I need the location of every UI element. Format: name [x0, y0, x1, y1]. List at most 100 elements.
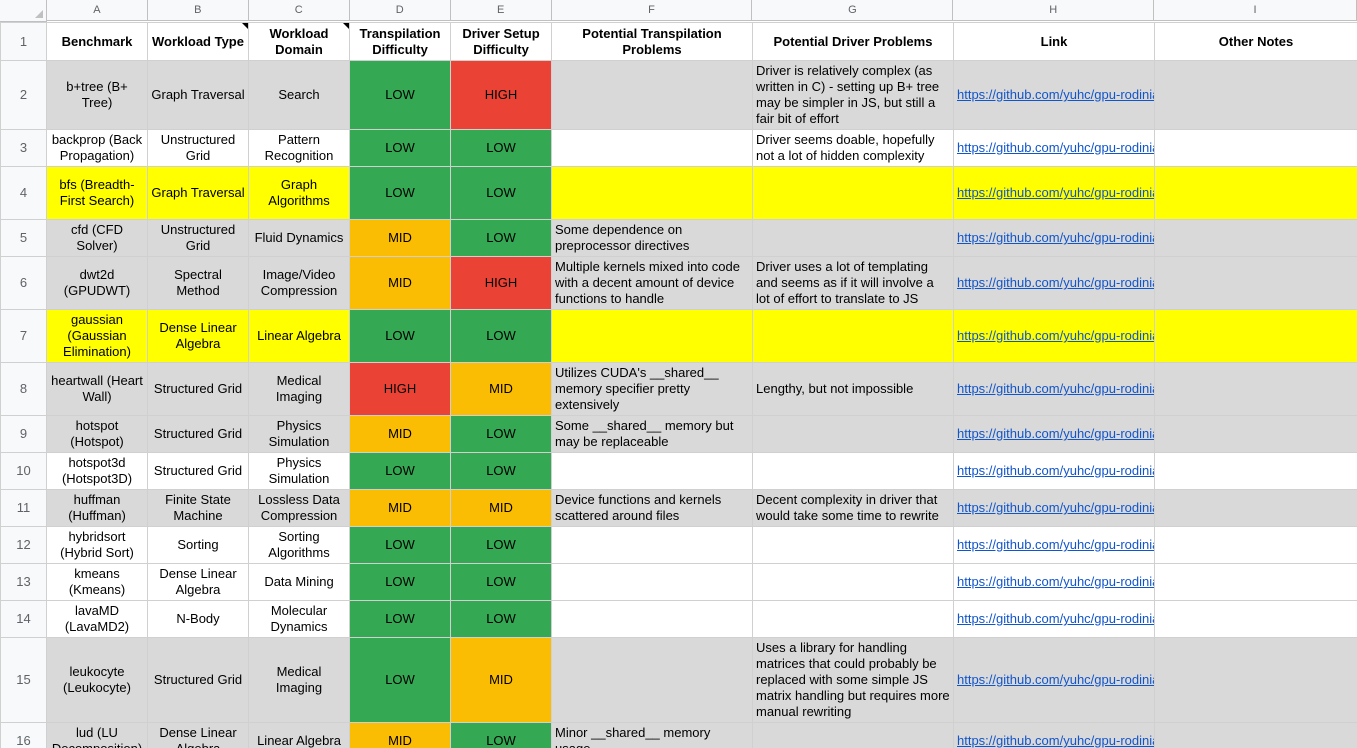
cell-driver-problems[interactable]	[752, 415, 954, 453]
cell-driver-problems[interactable]	[752, 722, 954, 748]
row-number[interactable]: 7	[0, 309, 47, 363]
cell-link[interactable]: https://github.com/yuhc/gpu-rodinia	[953, 129, 1155, 167]
cell-other-notes[interactable]	[1154, 526, 1357, 564]
row-number[interactable]: 10	[0, 452, 47, 490]
cell-link[interactable]: https://github.com/yuhc/gpu-rodinia	[953, 722, 1155, 748]
cell-other-notes[interactable]	[1154, 600, 1357, 638]
cell-workload-domain[interactable]: Lossless Data Compression	[248, 489, 350, 527]
cell-driver-problems[interactable]	[752, 309, 954, 363]
cell-workload-domain[interactable]: Fluid Dynamics	[248, 219, 350, 257]
header-potential-transpilation-problems[interactable]: Potential Transpilation Problems	[551, 22, 753, 61]
cell-link[interactable]: https://github.com/yuhc/gpu-rodinia	[953, 309, 1155, 363]
header-benchmark[interactable]: Benchmark	[46, 22, 148, 61]
cell-transpilation-problems[interactable]: Multiple kernels mixed into code with a …	[551, 256, 753, 310]
cell-driver-setup-difficulty[interactable]: MID	[450, 489, 552, 527]
cell-benchmark[interactable]: gaussian (Gaussian Elimination)	[46, 309, 148, 363]
cell-driver-problems[interactable]	[752, 219, 954, 257]
link-url[interactable]: https://github.com/yuhc/gpu-rodinia	[957, 426, 1155, 441]
cell-workload-type[interactable]: Structured Grid	[147, 637, 249, 723]
cell-transpilation-problems[interactable]: Minor __shared__ memory usage	[551, 722, 753, 748]
cell-transpilation-difficulty[interactable]: LOW	[349, 526, 451, 564]
cell-link[interactable]: https://github.com/yuhc/gpu-rodinia	[953, 362, 1155, 416]
row-number[interactable]: 1	[0, 22, 47, 61]
cell-transpilation-problems[interactable]	[551, 600, 753, 638]
select-all-corner[interactable]	[0, 0, 47, 22]
cell-link[interactable]: https://github.com/yuhc/gpu-rodinia	[953, 219, 1155, 257]
cell-transpilation-difficulty[interactable]: MID	[349, 219, 451, 257]
row-number[interactable]: 5	[0, 219, 47, 257]
cell-other-notes[interactable]	[1154, 362, 1357, 416]
cell-driver-setup-difficulty[interactable]: LOW	[450, 526, 552, 564]
cell-link[interactable]: https://github.com/yuhc/gpu-rodinia	[953, 563, 1155, 601]
cell-workload-type[interactable]: Graph Traversal	[147, 60, 249, 130]
cell-benchmark[interactable]: heartwall (Heart Wall)	[46, 362, 148, 416]
header-potential-driver-problems[interactable]: Potential Driver Problems	[752, 22, 954, 61]
cell-benchmark[interactable]: bfs (Breadth-First Search)	[46, 166, 148, 220]
cell-benchmark[interactable]: lavaMD (LavaMD2)	[46, 600, 148, 638]
cell-driver-problems[interactable]: Lengthy, but not impossible	[752, 362, 954, 416]
column-header-b[interactable]: B	[147, 0, 249, 21]
cell-driver-setup-difficulty[interactable]: LOW	[450, 600, 552, 638]
cell-transpilation-problems[interactable]: Device functions and kernels scattered a…	[551, 489, 753, 527]
cell-driver-setup-difficulty[interactable]: LOW	[450, 166, 552, 220]
cell-workload-domain[interactable]: Data Mining	[248, 563, 350, 601]
cell-transpilation-problems[interactable]: Utilizes CUDA's __shared__ memory specif…	[551, 362, 753, 416]
cell-link[interactable]: https://github.com/yuhc/gpu-rodinia	[953, 452, 1155, 490]
cell-workload-domain[interactable]: Physics Simulation	[248, 452, 350, 490]
cell-driver-setup-difficulty[interactable]: LOW	[450, 309, 552, 363]
cell-link[interactable]: https://github.com/yuhc/gpu-rodinia	[953, 256, 1155, 310]
link-url[interactable]: https://github.com/yuhc/gpu-rodinia	[957, 328, 1155, 343]
cell-driver-problems[interactable]	[752, 600, 954, 638]
cell-driver-problems[interactable]: Decent complexity in driver that would t…	[752, 489, 954, 527]
row-number[interactable]: 2	[0, 60, 47, 130]
cell-workload-type[interactable]: Structured Grid	[147, 362, 249, 416]
header-other-notes[interactable]: Other Notes	[1154, 22, 1357, 61]
cell-transpilation-difficulty[interactable]: MID	[349, 256, 451, 310]
cell-transpilation-problems[interactable]	[551, 309, 753, 363]
cell-benchmark[interactable]: hybridsort (Hybrid Sort)	[46, 526, 148, 564]
cell-transpilation-problems[interactable]	[551, 166, 753, 220]
cell-benchmark[interactable]: cfd (CFD Solver)	[46, 219, 148, 257]
cell-transpilation-difficulty[interactable]: MID	[349, 722, 451, 748]
cell-workload-type[interactable]: Structured Grid	[147, 452, 249, 490]
cell-workload-domain[interactable]: Graph Algorithms	[248, 166, 350, 220]
cell-driver-setup-difficulty[interactable]: LOW	[450, 722, 552, 748]
cell-workload-type[interactable]: Dense Linear Algebra	[147, 722, 249, 748]
cell-workload-type[interactable]: Sorting	[147, 526, 249, 564]
cell-link[interactable]: https://github.com/yuhc/gpu-rodinia	[953, 489, 1155, 527]
cell-benchmark[interactable]: b+tree (B+ Tree)	[46, 60, 148, 130]
link-url[interactable]: https://github.com/yuhc/gpu-rodinia	[957, 275, 1155, 290]
link-url[interactable]: https://github.com/yuhc/gpu-rodinia	[957, 574, 1155, 589]
cell-transpilation-difficulty[interactable]: LOW	[349, 600, 451, 638]
cell-workload-domain[interactable]: Image/Video Compression	[248, 256, 350, 310]
link-url[interactable]: https://github.com/yuhc/gpu-rodinia	[957, 672, 1155, 687]
column-header-d[interactable]: D	[349, 0, 451, 21]
cell-driver-setup-difficulty[interactable]: LOW	[450, 129, 552, 167]
cell-benchmark[interactable]: lud (LU Decomposition)	[46, 722, 148, 748]
cell-transpilation-difficulty[interactable]: LOW	[349, 637, 451, 723]
header-driver-setup-difficulty[interactable]: Driver Setup Difficulty	[450, 22, 552, 61]
header-link[interactable]: Link	[953, 22, 1155, 61]
row-number[interactable]: 16	[0, 722, 47, 748]
link-url[interactable]: https://github.com/yuhc/gpu-rodinia	[957, 230, 1155, 245]
cell-link[interactable]: https://github.com/yuhc/gpu-rodinia	[953, 637, 1155, 723]
column-header-c[interactable]: C	[248, 0, 350, 21]
link-url[interactable]: https://github.com/yuhc/gpu-rodinia	[957, 733, 1155, 748]
cell-transpilation-problems[interactable]	[551, 452, 753, 490]
row-number[interactable]: 13	[0, 563, 47, 601]
cell-workload-type[interactable]: Graph Traversal	[147, 166, 249, 220]
cell-driver-problems[interactable]: Driver seems doable, hopefully not a lot…	[752, 129, 954, 167]
row-number[interactable]: 6	[0, 256, 47, 310]
cell-workload-domain[interactable]: Pattern Recognition	[248, 129, 350, 167]
cell-transpilation-difficulty[interactable]: LOW	[349, 129, 451, 167]
cell-other-notes[interactable]	[1154, 415, 1357, 453]
cell-transpilation-problems[interactable]: Some dependence on preprocessor directiv…	[551, 219, 753, 257]
link-url[interactable]: https://github.com/yuhc/gpu-rodinia	[957, 537, 1155, 552]
cell-driver-problems[interactable]: Driver is relatively complex (as written…	[752, 60, 954, 130]
cell-transpilation-difficulty[interactable]: MID	[349, 415, 451, 453]
cell-workload-domain[interactable]: Linear Algebra	[248, 309, 350, 363]
cell-driver-problems[interactable]: Uses a library for handling matrices tha…	[752, 637, 954, 723]
column-header-h[interactable]: H	[953, 0, 1155, 21]
cell-workload-type[interactable]: Structured Grid	[147, 415, 249, 453]
cell-driver-setup-difficulty[interactable]: MID	[450, 637, 552, 723]
